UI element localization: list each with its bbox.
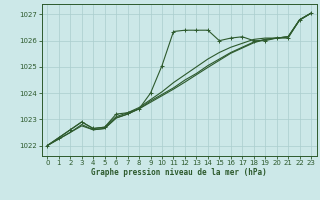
X-axis label: Graphe pression niveau de la mer (hPa): Graphe pression niveau de la mer (hPa): [91, 168, 267, 177]
